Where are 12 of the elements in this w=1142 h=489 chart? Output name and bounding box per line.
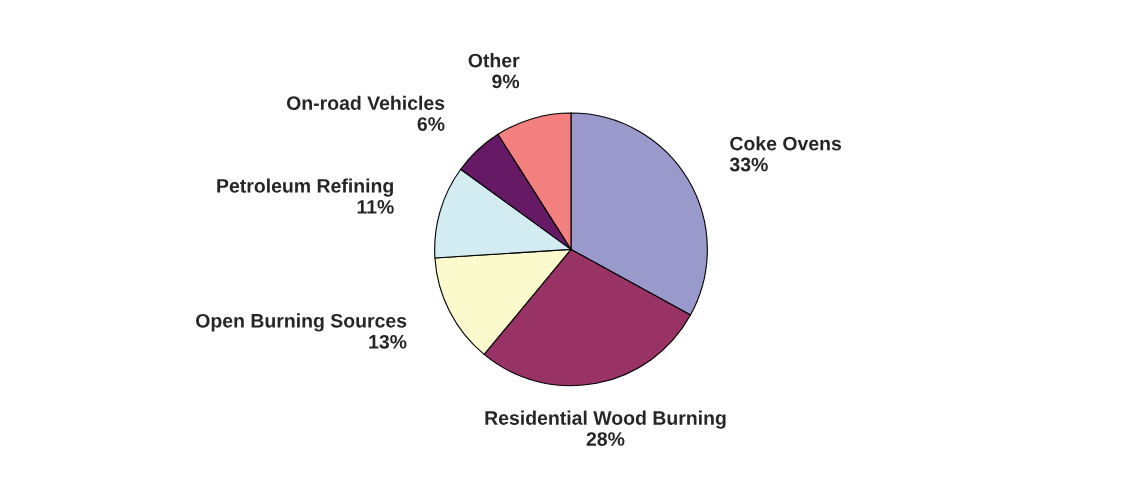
data-label: 11%: [357, 200, 394, 214]
slice-label: Petroleum Refining: [217, 178, 393, 197]
data-label: 28%: [586, 432, 625, 446]
data-label: 33%: [729, 157, 768, 172]
data-label: 13%: [369, 334, 407, 349]
slice-label: Coke Ovens: [730, 136, 842, 151]
slice-label: Open Burning Sources: [196, 313, 407, 332]
slice-label: On-road Vehicles: [286, 95, 445, 110]
slice-label: Residential Wood Burning: [485, 410, 726, 429]
data-label: 9%: [492, 74, 520, 89]
data-label: 6%: [417, 117, 445, 131]
slice-label: Other: [468, 53, 520, 68]
